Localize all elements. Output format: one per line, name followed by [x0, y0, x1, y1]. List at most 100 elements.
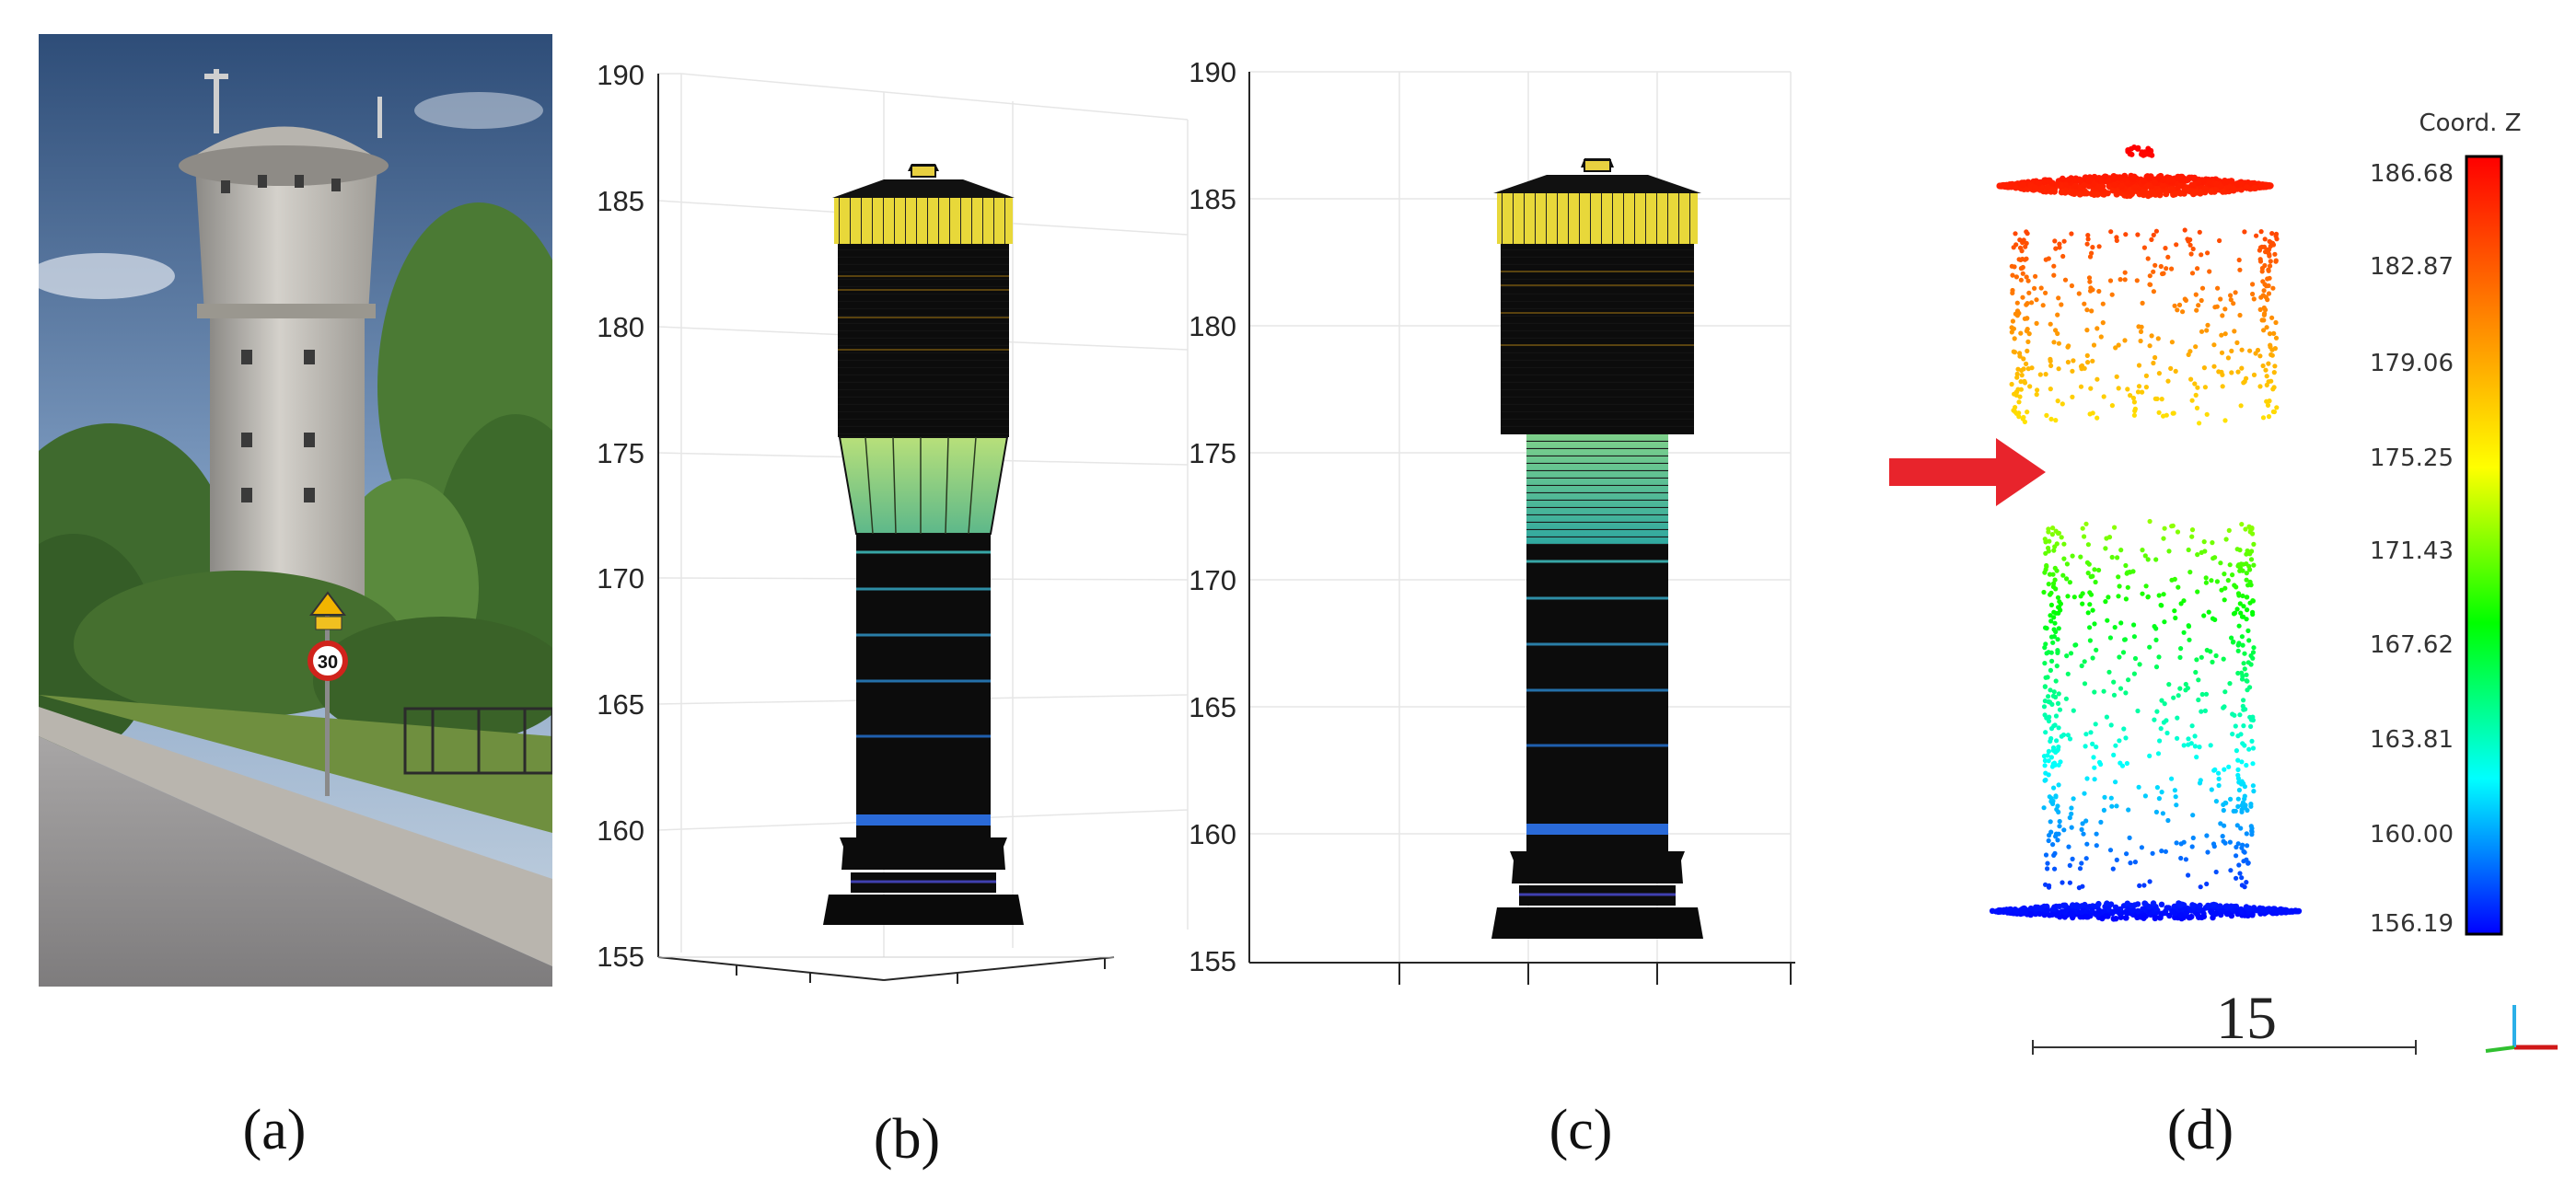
- cloud-point: [2249, 738, 2255, 745]
- cloud-point: [2085, 571, 2091, 576]
- cloud-point: [2054, 831, 2060, 837]
- cloud-point: [2152, 179, 2159, 186]
- cloud-point: [2050, 525, 2056, 531]
- cloud-point: [2064, 561, 2070, 567]
- cloud-point: [2222, 689, 2228, 695]
- cloud-point: [2138, 338, 2143, 344]
- tower-model-c: [1491, 158, 1703, 939]
- cloud-point: [2246, 563, 2252, 570]
- cloud-point: [2057, 824, 2062, 829]
- cloud-point: [2261, 328, 2267, 333]
- cloud-point: [1992, 908, 2000, 915]
- cloud-point: [2176, 302, 2183, 307]
- cloud-point: [2189, 534, 2195, 539]
- cloud-point: [2168, 178, 2176, 184]
- cloud-point: [2262, 237, 2268, 242]
- cloud-point: [2087, 279, 2093, 284]
- cloud-point: [2043, 372, 2048, 377]
- cloud-point: [2157, 738, 2163, 744]
- cloud-point: [2248, 557, 2255, 562]
- cloud-point: [2069, 231, 2074, 237]
- cloud-point: [2142, 793, 2148, 799]
- cloud-point: [2067, 189, 2074, 196]
- cloud-point: [2228, 868, 2234, 873]
- cloud-point: [2251, 185, 2258, 191]
- cloud-point: [2229, 370, 2234, 375]
- y-tick: 155: [597, 941, 644, 973]
- cloud-point: [2210, 659, 2215, 665]
- cloud-point: [2173, 615, 2178, 621]
- cloud-point: [2052, 238, 2058, 244]
- cloud-point: [2204, 833, 2210, 838]
- cloud-point: [2247, 529, 2253, 535]
- cloud-point: [2048, 358, 2053, 364]
- cloud-point: [2267, 331, 2273, 337]
- cloud-point: [2043, 730, 2048, 735]
- cloud-point: [2141, 883, 2147, 888]
- cloud-point: [2244, 577, 2249, 583]
- cloud-point: [2260, 415, 2267, 421]
- cloud-point: [2197, 190, 2204, 197]
- cloud-point: [2116, 594, 2121, 599]
- cloud-point: [2033, 273, 2038, 279]
- cloud-point: [2186, 736, 2191, 742]
- cloud-point: [2147, 879, 2152, 884]
- cloud-point: [2230, 572, 2235, 578]
- cloud-point: [2041, 589, 2047, 595]
- cloud-point: [2085, 233, 2091, 238]
- cloud-point: [2023, 244, 2028, 249]
- cloud-point: [2084, 307, 2090, 313]
- cloud-point: [2250, 291, 2256, 297]
- cloud-point: [2235, 642, 2241, 648]
- cloud-point: [2263, 367, 2269, 373]
- cloud-point: [2051, 627, 2057, 632]
- cloud-point: [2060, 401, 2065, 407]
- cloud-point: [2083, 732, 2089, 737]
- cloud-point: [2044, 907, 2050, 914]
- cloud-point: [2227, 562, 2233, 568]
- cloud-point: [2104, 714, 2109, 720]
- cloud-point: [2046, 718, 2052, 724]
- cloud-point: [2231, 301, 2236, 306]
- cloud-point: [2266, 267, 2271, 272]
- cloud-point: [2135, 708, 2141, 714]
- cloud-point: [2103, 599, 2108, 605]
- y-tick: 165: [597, 688, 644, 721]
- y-tick: 160: [1189, 818, 1236, 850]
- cloud-point: [2268, 263, 2273, 269]
- cloud-point: [2237, 601, 2243, 606]
- cloud-point: [2201, 539, 2207, 545]
- cloud-point: [2066, 844, 2071, 849]
- cloud-point: [2131, 399, 2137, 405]
- cloud-point: [2159, 849, 2164, 854]
- cloud-point: [2268, 259, 2273, 264]
- cloud-point: [2192, 744, 2198, 749]
- cloud-point: [2169, 776, 2175, 781]
- cloud-point: [2222, 572, 2227, 577]
- cloud-point: [2152, 906, 2160, 912]
- cloud-point: [2199, 297, 2204, 304]
- cloud-point: [2045, 675, 2050, 680]
- cloud-point: [2243, 805, 2248, 811]
- cloud-point: [2065, 344, 2071, 350]
- cloud-point: [2153, 664, 2160, 670]
- cloud-point: [2202, 385, 2208, 390]
- cloud-point: [2248, 824, 2254, 829]
- cloud-point: [2125, 147, 2131, 153]
- cloud-point: [2061, 556, 2067, 561]
- cloud-point: [2197, 902, 2203, 909]
- cloud-point: [2197, 745, 2202, 750]
- axis-triad-icon: [2485, 1005, 2558, 1053]
- cloud-point: [2025, 301, 2030, 306]
- cloud-point: [2159, 397, 2164, 402]
- cloud-point: [2139, 324, 2144, 329]
- cloud-point: [2038, 285, 2044, 291]
- cloud-point: [2234, 823, 2240, 828]
- cloud-point: [2250, 655, 2256, 661]
- cloud-point: [2122, 270, 2128, 275]
- cloud-point: [2049, 658, 2055, 664]
- cloud-point: [2257, 248, 2262, 253]
- cloud-point: [2199, 654, 2204, 660]
- cloud-point: [2141, 900, 2148, 907]
- cloud-point: [2155, 751, 2162, 756]
